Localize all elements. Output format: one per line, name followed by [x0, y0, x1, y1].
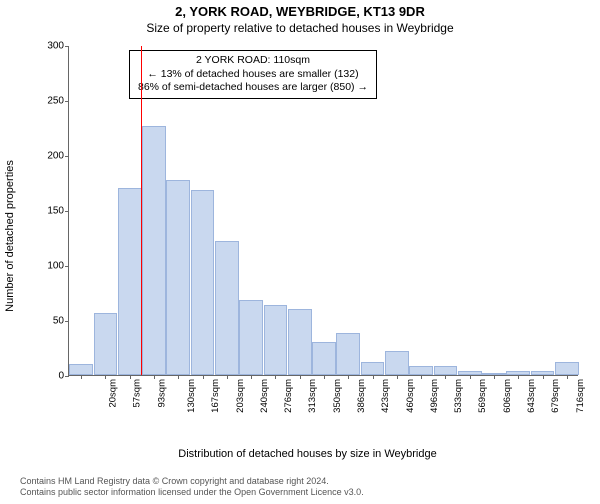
plot-area: 2 YORK ROAD: 110sqm← 13% of detached hou… [68, 46, 578, 376]
x-tick-mark [324, 375, 325, 379]
x-tick-label: 423sqm [380, 379, 391, 413]
histogram-bar [385, 351, 409, 375]
footer-line-2: Contains public sector information licen… [20, 487, 364, 498]
y-tick-mark [65, 156, 69, 157]
y-tick-mark [65, 376, 69, 377]
x-tick-mark [81, 375, 82, 379]
x-tick-label: 276sqm [283, 379, 294, 413]
x-tick-label: 386sqm [356, 379, 367, 413]
x-tick-mark [178, 375, 179, 379]
histogram-bar [336, 333, 360, 375]
x-tick-label: 93sqm [156, 379, 167, 408]
x-tick-label: 496sqm [429, 379, 440, 413]
x-tick-label: 569sqm [477, 379, 488, 413]
x-tick-label: 533sqm [453, 379, 464, 413]
x-tick-label: 240sqm [259, 379, 270, 413]
histogram-bar [264, 305, 288, 375]
histogram-bar [166, 180, 190, 375]
x-tick-mark [494, 375, 495, 379]
x-tick-mark [300, 375, 301, 379]
histogram-bar [94, 313, 118, 375]
y-tick-mark [65, 321, 69, 322]
x-tick-mark [154, 375, 155, 379]
x-tick-mark [470, 375, 471, 379]
x-tick-label: 716sqm [574, 379, 585, 413]
info-box: 2 YORK ROAD: 110sqm← 13% of detached hou… [129, 50, 377, 99]
x-tick-mark [275, 375, 276, 379]
x-tick-mark [251, 375, 252, 379]
x-axis-label: Distribution of detached houses by size … [178, 448, 436, 460]
histogram-bar [191, 190, 215, 375]
x-tick-label: 203sqm [234, 379, 245, 413]
y-tick-mark [65, 46, 69, 47]
histogram-bar [288, 309, 312, 375]
x-tick-label: 643sqm [526, 379, 537, 413]
x-tick-mark [543, 375, 544, 379]
y-axis-label: Number of detached properties [4, 160, 16, 312]
histogram-bar [69, 364, 93, 375]
x-tick-mark [348, 375, 349, 379]
x-tick-mark [105, 375, 106, 379]
x-tick-mark [203, 375, 204, 379]
marker-line [141, 46, 142, 375]
x-tick-label: 350sqm [332, 379, 343, 413]
histogram-bar [142, 126, 166, 375]
histogram-bar [239, 300, 263, 375]
y-tick-mark [65, 266, 69, 267]
x-tick-mark [445, 375, 446, 379]
x-tick-mark [397, 375, 398, 379]
x-tick-label: 20sqm [108, 379, 119, 408]
x-tick-label: 57sqm [132, 379, 143, 408]
histogram-bar [361, 362, 385, 375]
x-tick-mark [518, 375, 519, 379]
x-tick-mark [421, 375, 422, 379]
x-tick-mark [130, 375, 131, 379]
x-tick-mark [373, 375, 374, 379]
x-tick-label: 606sqm [502, 379, 513, 413]
info-box-line: 2 YORK ROAD: 110sqm [138, 54, 368, 68]
histogram-bar [118, 188, 142, 375]
histogram-bar [312, 342, 336, 375]
histogram-bar [555, 362, 579, 375]
y-tick-mark [65, 101, 69, 102]
x-tick-label: 167sqm [210, 379, 221, 413]
x-tick-label: 313sqm [307, 379, 318, 413]
histogram-bar [409, 366, 433, 375]
chart-container: Number of detached properties 2 YORK ROA… [30, 46, 585, 426]
x-tick-label: 130sqm [186, 379, 197, 413]
y-tick-mark [65, 211, 69, 212]
info-box-line: ← 13% of detached houses are smaller (13… [138, 68, 368, 82]
x-tick-label: 460sqm [404, 379, 415, 413]
page-subtitle: Size of property relative to detached ho… [0, 21, 600, 35]
footer-attribution: Contains HM Land Registry data © Crown c… [20, 476, 364, 499]
x-tick-mark [227, 375, 228, 379]
x-tick-mark [567, 375, 568, 379]
histogram-bar [215, 241, 239, 375]
info-box-line: 86% of semi-detached houses are larger (… [138, 81, 368, 95]
histogram-bar [434, 366, 458, 375]
footer-line-1: Contains HM Land Registry data © Crown c… [20, 476, 364, 487]
page-title: 2, YORK ROAD, WEYBRIDGE, KT13 9DR [0, 4, 600, 19]
x-tick-label: 679sqm [550, 379, 561, 413]
